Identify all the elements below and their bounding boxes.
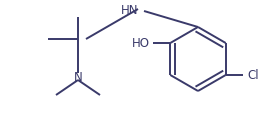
Text: HN: HN	[120, 3, 138, 16]
Text: Cl: Cl	[248, 69, 259, 82]
Text: N: N	[74, 71, 82, 84]
Text: HO: HO	[132, 37, 150, 50]
